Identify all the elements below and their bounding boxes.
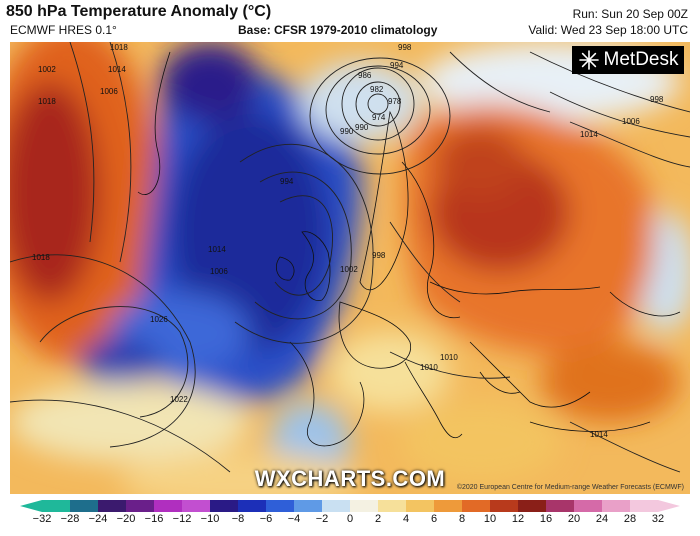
- colorbar-tick-label: 0: [346, 513, 354, 525]
- colorbar-tick-label: −4: [287, 513, 301, 525]
- colorbar-tick-label: 6: [430, 513, 438, 525]
- colorbar-cell: [518, 500, 547, 512]
- colorbar-cell: [294, 500, 323, 512]
- colorbar-tick-label: −16: [144, 513, 164, 525]
- colorbar-cell: [238, 500, 267, 512]
- anomaly-field: 1018 1014 1006 1002 998 994 990 986 982 …: [10, 42, 690, 494]
- isobar-label: 1014: [108, 65, 126, 74]
- colorbar-cell: [154, 500, 183, 512]
- isobar-label: 1014: [208, 245, 226, 254]
- isobar-label: 1014: [580, 130, 598, 139]
- valid-time-label: Valid: Wed 23 Sep 18:00 UTC: [528, 23, 688, 37]
- isobar-label: 1010: [440, 353, 458, 362]
- colorbar-tick-label: −12: [172, 513, 192, 525]
- isobar-label: 1002: [340, 265, 358, 274]
- isobar-label: 1018: [32, 253, 50, 262]
- anomaly-map[interactable]: 1018 1014 1006 1002 998 994 990 986 982 …: [10, 42, 690, 494]
- colorbar-tick-label: 20: [567, 513, 581, 525]
- colorbar-high-arrow: [658, 500, 680, 512]
- colorbar-tick-label: 2: [374, 513, 382, 525]
- colorbar-tick-label: −20: [116, 513, 136, 525]
- colorbar-cell: [434, 500, 463, 512]
- isobar-label: 1006: [100, 87, 118, 96]
- coastlines: [137, 51, 681, 447]
- colorbar-cell: [406, 500, 435, 512]
- colorbar-cell: [350, 500, 379, 512]
- colorbar-tick-label: 28: [623, 513, 637, 525]
- colorbar: [20, 500, 680, 512]
- wxcharts-watermark: WXCHARTS.COM: [254, 466, 446, 491]
- colorbar-tick-label: −8: [231, 513, 245, 525]
- colorbar-cell: [42, 500, 71, 512]
- isobar-label: 1014: [590, 430, 608, 439]
- isobar-labels: 1018 1014 1006 1002 998 994 990 986 982 …: [32, 43, 664, 439]
- colorbar-cell: [98, 500, 127, 512]
- colorbar-cell: [70, 500, 99, 512]
- colorbar-cell: [630, 500, 659, 512]
- colorbar-cell: [490, 500, 519, 512]
- colorbar-tick-label: 24: [595, 513, 609, 525]
- isobar-label: 1026: [150, 315, 168, 324]
- colorbar-tick-label: 4: [402, 513, 410, 525]
- colorbar-tick-label: 16: [539, 513, 553, 525]
- colorbar-cell: [602, 500, 631, 512]
- colorbar-tick-label: −24: [88, 513, 108, 525]
- metdesk-logo-text: MetDesk: [603, 49, 679, 70]
- isobar-label: 1022: [170, 395, 188, 404]
- isobar-label: 1006: [622, 117, 640, 126]
- run-time-label: Run: Sun 20 Sep 00Z: [572, 7, 688, 21]
- colorbar-tick-label: 10: [483, 513, 497, 525]
- base-climatology-label: Base: CFSR 1979-2010 climatology: [238, 23, 438, 37]
- colorbar-cell: [546, 500, 575, 512]
- isobar-label: 1018: [38, 97, 56, 106]
- isobar-label: 1010: [420, 363, 438, 372]
- colorbar-cell: [266, 500, 295, 512]
- colorbar-cell: [182, 500, 211, 512]
- colorbar-tick-label: 12: [511, 513, 525, 525]
- isobars: [10, 42, 690, 473]
- metdesk-logo-icon: [578, 50, 599, 70]
- isobar-label: 1006: [210, 267, 228, 276]
- colorbar-cell: [574, 500, 603, 512]
- isobar-label: 1002: [38, 65, 56, 74]
- colorbar-cell: [126, 500, 155, 512]
- ecmwf-copyright: ©2020 European Centre for Medium-range W…: [456, 484, 684, 491]
- chart-title: 850 hPa Temperature Anomaly (°C): [6, 3, 272, 20]
- isobar-label: 990: [355, 123, 369, 132]
- colorbar-tick-label: −32: [32, 513, 52, 525]
- isobar-label: 990: [340, 127, 354, 136]
- colorbar-ticks: −32 −28 −24 −20 −16 −12 −10 −8 −6 −4 −2 0 2 4 6 8 10 12 16…: [0, 513, 700, 529]
- colorbar-cell: [378, 500, 407, 512]
- chart-header: 850 hPa Temperature Anomaly (°C) ECMWF H…: [0, 0, 700, 42]
- colorbar-tick-label: 32: [651, 513, 665, 525]
- colorbar-low-arrow: [20, 500, 42, 512]
- isobar-label: 994: [280, 177, 294, 186]
- model-label: ECMWF HRES 0.1°: [10, 23, 117, 37]
- colorbar-cell: [322, 500, 351, 512]
- colorbar-tick-label: −2: [315, 513, 329, 525]
- isobar-label: 998: [650, 95, 664, 104]
- isobar-label: 982: [370, 85, 384, 94]
- isobar-label: 1018: [110, 43, 128, 52]
- isobar-label: 998: [398, 43, 412, 52]
- isobar-label: 974: [372, 113, 386, 122]
- isobar-label: 978: [388, 97, 402, 106]
- isobar-label: 998: [372, 251, 386, 260]
- colorbar-tick-label: −28: [60, 513, 80, 525]
- isobar-label: 986: [358, 71, 372, 80]
- isobar-label: 994: [390, 61, 404, 70]
- colorbar-tick-label: −6: [259, 513, 273, 525]
- colorbar-cell: [210, 500, 239, 512]
- colorbar-cell: [462, 500, 491, 512]
- colorbar-tick-label: 8: [458, 513, 466, 525]
- metdesk-logo: MetDesk: [572, 46, 684, 74]
- colorbar-tick-label: −10: [200, 513, 220, 525]
